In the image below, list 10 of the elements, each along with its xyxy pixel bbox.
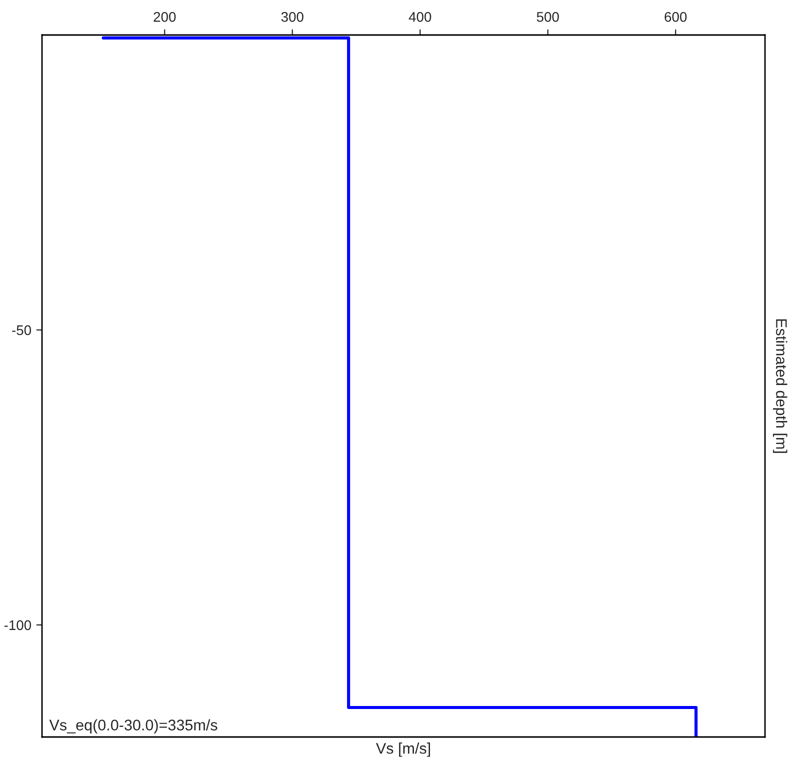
- y-tick-label: -50: [12, 325, 32, 336]
- annotation: Vs_eq(0.0-30.0)=335m/s: [49, 719, 218, 734]
- y-tick-label: -100: [4, 620, 32, 630]
- x-tick-label: 600: [664, 12, 687, 22]
- x-axis-title: Vs [m/s]: [376, 742, 430, 757]
- x-tick-label: 200: [154, 12, 176, 22]
- x-tick-label: 400: [408, 12, 432, 22]
- x-tick-label: 300: [281, 12, 304, 22]
- y-axis-title: Estimated depth [m]: [772, 319, 788, 453]
- x-tick-label: 500: [536, 12, 559, 22]
